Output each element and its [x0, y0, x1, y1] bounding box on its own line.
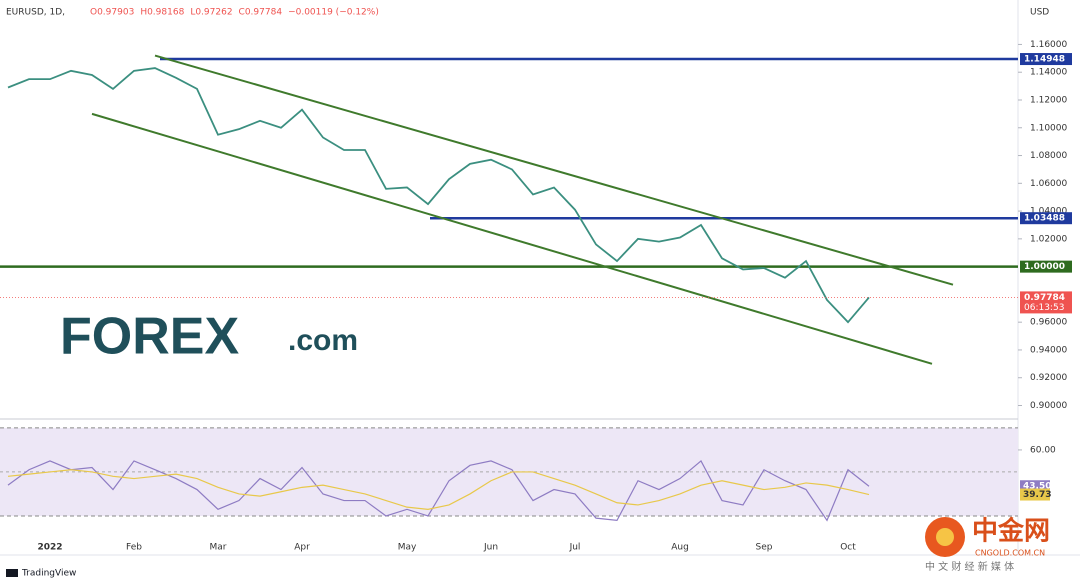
footer: TradingView: [6, 569, 76, 579]
ohlc-value: C0.97784: [239, 8, 283, 18]
y-tick-label: 1.10000: [1030, 123, 1067, 133]
y-tick-label: 1.06000: [1030, 179, 1067, 189]
y-tick-label: 0.96000: [1030, 318, 1067, 328]
watermark-tagline: 中 文 财 经 新 媒 体: [925, 560, 1014, 573]
level-label: 1.03488: [1024, 214, 1065, 224]
y-tick-label: 1.12000: [1030, 95, 1067, 105]
x-tick-label: Mar: [210, 543, 227, 553]
level-label: 1.14948: [1024, 55, 1065, 65]
watermark-icon-inner: [936, 528, 954, 546]
y-tick-label: 0.92000: [1030, 373, 1067, 383]
y-tick-label: 1.02000: [1030, 234, 1067, 244]
level-label-box: [1020, 260, 1072, 273]
footer-brand: TradingView: [21, 569, 76, 579]
ohlc-value: O0.97903: [90, 8, 134, 18]
x-tick-label: May: [398, 543, 417, 553]
rsi-last-box: [1020, 488, 1050, 501]
rsi-last-label: 39.73: [1023, 490, 1051, 500]
rsi-line: [7, 469, 870, 510]
symbol: EURUSD, 1D,: [6, 8, 65, 18]
y-tick-label: 0.90000: [1030, 401, 1067, 411]
last-price-label: 0.97784: [1024, 293, 1065, 303]
y-tick-label: 60.00: [1030, 445, 1056, 455]
countdown: 06:13:53: [1024, 303, 1064, 313]
last-price-box: [1020, 291, 1072, 314]
y-tick-label: 1.08000: [1030, 151, 1067, 161]
x-tick-label: 2022: [37, 543, 62, 553]
y-tick-label: 1.16000: [1030, 40, 1067, 50]
x-tick-label: Sep: [756, 543, 773, 553]
x-tick-label: Oct: [840, 543, 856, 553]
y-tick-label: 0.94000: [1030, 345, 1067, 355]
ohlc-value: −0.00119 (−0.12%): [288, 8, 379, 18]
trendline: [91, 112, 933, 365]
x-tick-label: Jun: [483, 543, 498, 553]
tv-icon: [6, 569, 18, 577]
level-label-box: [1020, 212, 1072, 225]
rsi-line: [7, 459, 870, 522]
x-tick-label: Jul: [569, 543, 581, 553]
legend-header: EURUSD, 1D, O0.97903 H0.98168 L0.97262 C0.9…: [6, 8, 379, 18]
x-tick-label: Feb: [126, 543, 142, 553]
currency: USD: [1030, 8, 1049, 18]
level-label-box: [1020, 53, 1072, 66]
watermark-name: 中金网: [972, 516, 1050, 547]
x-tick-label: Apr: [294, 543, 310, 553]
watermark-site: CNGOLD.COM.CN: [975, 549, 1045, 558]
logo-text: FOREX: [60, 308, 239, 366]
ohlc-value: L0.97262: [190, 8, 232, 18]
y-tick-label: 1.14000: [1030, 68, 1067, 78]
trendline: [154, 54, 954, 286]
y-tick-label: 1.04000: [1030, 207, 1067, 217]
price-line: [7, 67, 870, 324]
watermark: 中金网 CNGOLD.COM.CN 中 文 财 经 新 媒 体: [925, 516, 1050, 573]
level-label: 1.00000: [1024, 262, 1065, 272]
ohlc-value: H0.98168: [140, 8, 184, 18]
x-tick-label: Aug: [671, 543, 689, 553]
rsi-last-label: 43.50: [1023, 482, 1051, 492]
logo-suffix: .com: [288, 324, 358, 357]
forex-logo: FOREX .com: [60, 308, 358, 366]
